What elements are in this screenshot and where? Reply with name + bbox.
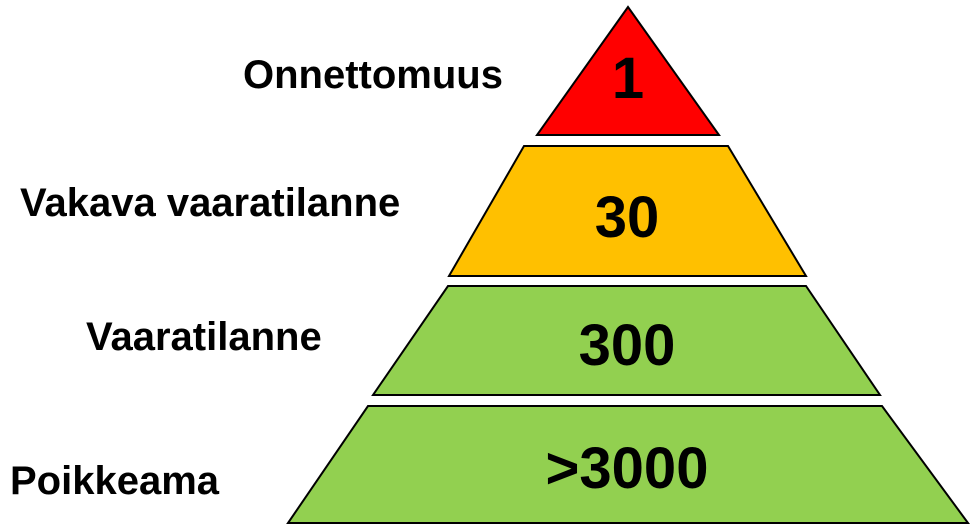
pyramid-level-4-value: >3000	[546, 436, 709, 501]
pyramid-level-4-shape	[286, 405, 970, 524]
pyramid-level-3-label: Vaaratilanne	[86, 315, 322, 359]
pyramid-level-1-shape	[535, 5, 721, 136]
pyramid-level-1-value: 1	[612, 46, 644, 111]
pyramid-level-2-label: Vakava vaaratilanne	[20, 181, 401, 225]
pyramid-level-2-value: 30	[595, 185, 660, 250]
pyramid-level-4-label: Poikkeama	[10, 459, 220, 503]
pyramid-level-1-label: Onnettomuus	[243, 53, 503, 97]
pyramid-level-3-shape	[371, 285, 882, 396]
pyramid-level-3-value: 300	[579, 313, 676, 378]
pyramid-level-2-shape	[447, 145, 808, 277]
